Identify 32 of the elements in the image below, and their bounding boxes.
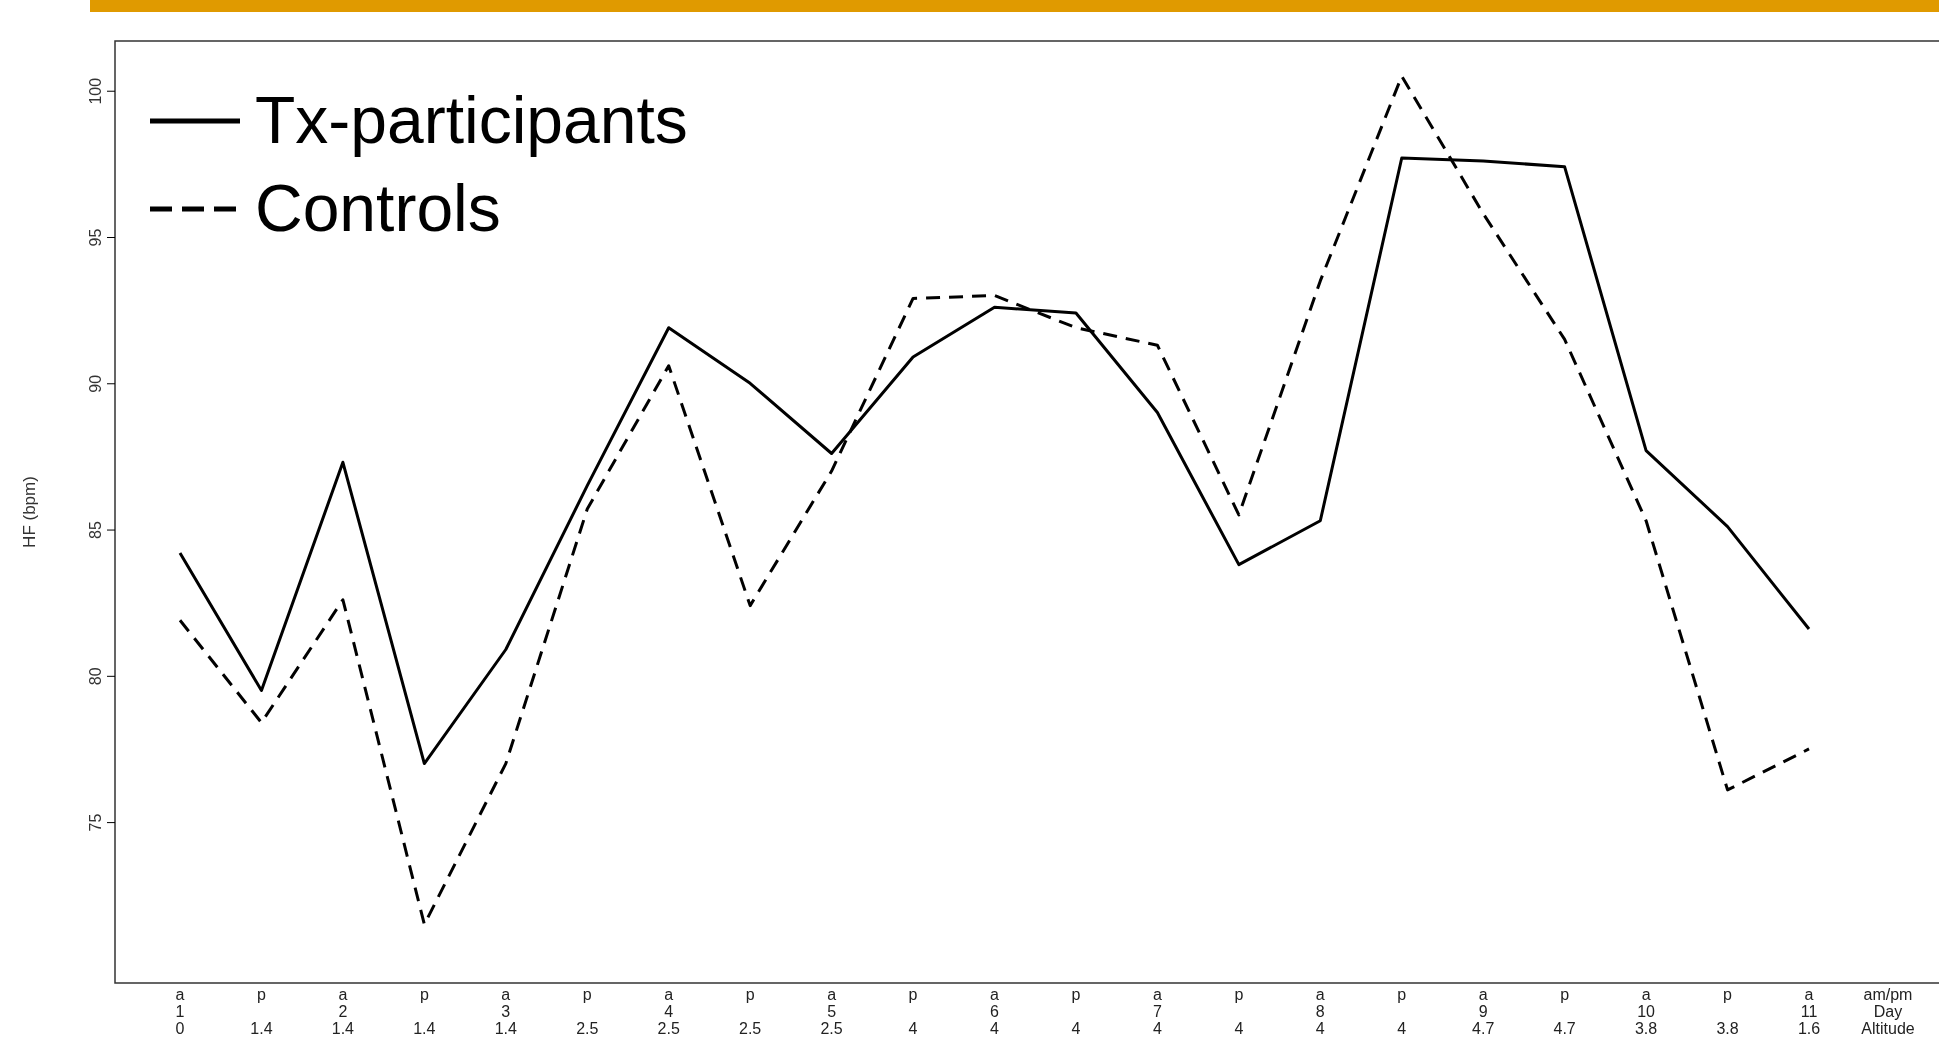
x-tick-label: a 10 3.8 — [1634, 986, 1658, 1037]
y-tick-label: 90 — [87, 374, 104, 393]
legend-label: Tx-participants — [255, 83, 688, 157]
x-tick-label: a 1 0 — [175, 986, 185, 1037]
x-tick-label: p 2.5 — [576, 986, 599, 1037]
x-axis-title: am/pm Day Altitude — [1861, 986, 1915, 1037]
x-tick-label: a 4 2.5 — [657, 986, 680, 1037]
x-tick-label: p 3.8 — [1716, 986, 1739, 1037]
line-series — [178, 74, 1811, 926]
y-tick-label: 75 — [87, 813, 104, 832]
y-tick-label: 80 — [87, 667, 104, 686]
x-tick-label: p 2.5 — [739, 986, 762, 1037]
x-tick-label: p 1.4 — [250, 986, 273, 1037]
x-tick-label: a 3 1.4 — [494, 986, 518, 1037]
y-tick-label: 95 — [87, 228, 104, 247]
x-tick-label: p 4 — [1234, 986, 1244, 1037]
x-tick-label: a 8 4 — [1315, 986, 1325, 1037]
x-tick-label: a 9 4.7 — [1472, 986, 1495, 1037]
y-axis-title: HF (bpm) — [20, 476, 39, 548]
x-tick-label: p 1.4 — [413, 986, 436, 1037]
x-tick-label: p 4 — [1397, 986, 1407, 1037]
x-tick-label: a 7 4 — [1152, 986, 1162, 1037]
x-tick-label: a 11 1.6 — [1797, 986, 1821, 1037]
y-tick-label: 85 — [87, 521, 104, 539]
y-tick-label: 100 — [87, 77, 104, 105]
x-tick-label: a 5 2.5 — [820, 986, 843, 1037]
x-tick-label: a 2 1.4 — [331, 986, 355, 1037]
legend-label: Controls — [255, 171, 501, 245]
x-tick-label: p 4 — [1071, 986, 1081, 1037]
x-tick-label: p 4.7 — [1553, 986, 1576, 1037]
x-tick-label: a 6 4 — [990, 986, 1000, 1037]
x-tick-label: p 4 — [908, 986, 918, 1037]
